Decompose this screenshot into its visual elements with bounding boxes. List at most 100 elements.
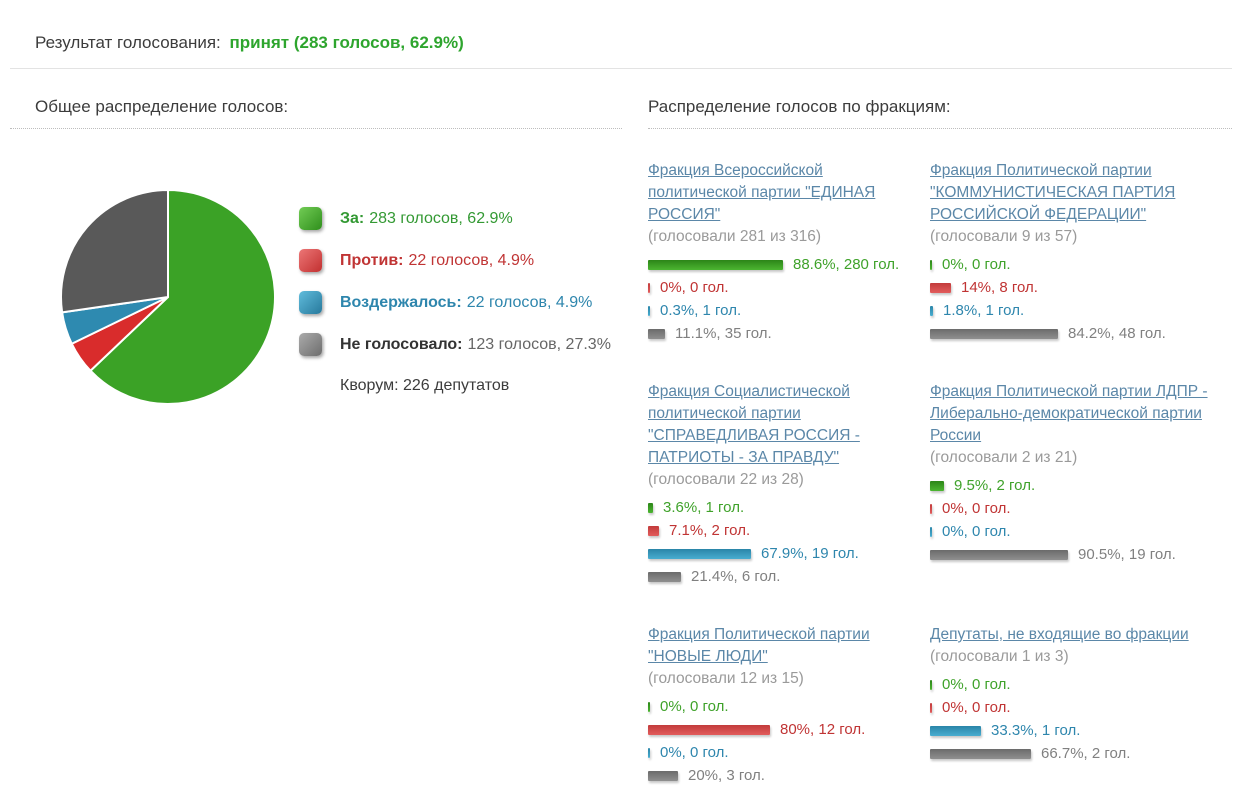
vote-bar-label: 20%, 3 гол.: [688, 767, 765, 784]
result-header: Результат голосования: принят (283 голос…: [0, 0, 1242, 53]
vote-bar-label: 84.2%, 48 гол.: [1068, 325, 1166, 342]
legend-item-against: Против: 22 голосов, 4.9%: [299, 249, 611, 272]
legend-item-did-not-vote: Не голосовало: 123 голосов, 27.3%: [299, 333, 611, 356]
vote-bar-row-did-not-vote: 66.7%, 2 гол.: [930, 742, 1232, 765]
header-divider: [10, 68, 1232, 69]
vote-bar: [930, 549, 1068, 560]
vote-bar-row-abstained: 0.3%, 1 гол.: [648, 299, 918, 322]
faction-block: Фракция Всероссийской политической парти…: [648, 160, 918, 345]
legend-label: Воздержалось:: [340, 293, 462, 311]
vote-bar: [930, 503, 932, 514]
faction-turnout: (голосовали 2 из 21): [930, 449, 1078, 466]
faction-bars: 88.6%, 280 гол. 0%, 0 гол. 0.3%, 1 гол. …: [648, 253, 918, 345]
vote-bar-label: 0%, 0 гол.: [660, 744, 729, 761]
vote-bar: [648, 701, 650, 712]
faction-turnout: (голосовали 281 из 316): [648, 228, 822, 245]
vote-bar-row-for: 0%, 0 гол.: [648, 695, 918, 718]
faction-block: Фракция Политической партии "НОВЫЕ ЛЮДИ"…: [648, 624, 918, 787]
faction-bars: 3.6%, 1 гол. 7.1%, 2 гол. 67.9%, 19 гол.…: [648, 496, 918, 588]
vote-bar-label: 88.6%, 280 гол.: [793, 256, 900, 273]
vote-bar-label: 0%, 0 гол.: [660, 279, 729, 296]
factions-section: Распределение голосов по фракциям: Фракц…: [648, 69, 1232, 787]
vote-bar-label: 0%, 0 гол.: [942, 523, 1011, 540]
vote-bar-row-against: 0%, 0 гол.: [930, 696, 1232, 719]
vote-bar: [930, 725, 981, 736]
legend-label: За:: [340, 209, 365, 227]
vote-bar: [648, 548, 751, 559]
faction-bars: 9.5%, 2 гол. 0%, 0 гол. 0%, 0 гол. 90.5%…: [930, 474, 1232, 566]
legend-label: Против:: [340, 251, 404, 269]
legend-swatch-icon: [299, 249, 322, 272]
faction-link[interactable]: Фракция Всероссийской политической парти…: [648, 162, 876, 223]
vote-bar-label: 0.3%, 1 гол.: [660, 302, 742, 319]
vote-bar-label: 21.4%, 6 гол.: [691, 568, 781, 585]
vote-bar-label: 9.5%, 2 гол.: [954, 477, 1036, 494]
legend-item-abstained: Воздержалось: 22 голосов, 4.9%: [299, 291, 611, 314]
result-value: принят (283 голосов, 62.9%): [229, 33, 464, 52]
legend-value: 123 голосов, 27.3%: [467, 335, 611, 353]
vote-bar-row-against: 7.1%, 2 гол.: [648, 519, 918, 542]
vote-bar-label: 3.6%, 1 гол.: [663, 499, 745, 516]
faction-bars: 0%, 0 гол. 0%, 0 гол. 33.3%, 1 гол. 66.7…: [930, 673, 1232, 765]
quorum-note: Кворум: 226 депутатов: [340, 377, 510, 394]
vote-bar: [648, 770, 678, 781]
faction-turnout: (голосовали 12 из 15): [648, 670, 804, 687]
vote-bar-label: 0%, 0 гол.: [942, 676, 1011, 693]
vote-bar-row-against: 0%, 0 гол.: [648, 276, 918, 299]
vote-bar-row-did-not-vote: 90.5%, 19 гол.: [930, 543, 1232, 566]
faction-link[interactable]: Фракция Политической партии "КОММУНИСТИЧ…: [930, 162, 1176, 223]
vote-bar-row-against: 80%, 12 гол.: [648, 718, 918, 741]
vote-bar-label: 11.1%, 35 гол.: [675, 325, 772, 342]
faction-block: Фракция Политической партии ЛДПР - Либер…: [930, 381, 1232, 566]
faction-bars: 0%, 0 гол. 14%, 8 гол. 1.8%, 1 гол. 84.2…: [930, 253, 1232, 345]
vote-bar-label: 0%, 0 гол.: [942, 699, 1011, 716]
vote-bar-row-for: 9.5%, 2 гол.: [930, 474, 1232, 497]
vote-bar-row-did-not-vote: 20%, 3 гол.: [648, 764, 918, 787]
overall-pie-chart: [60, 189, 276, 405]
pie-slice-for: [89, 189, 276, 405]
overall-section-title: Общее распределение голосов:: [10, 69, 622, 129]
factions-section-title: Распределение голосов по фракциям:: [648, 69, 1232, 129]
faction-link[interactable]: Фракция Социалистической политической па…: [648, 383, 860, 466]
factions-grid: Фракция Всероссийской политической парти…: [648, 160, 1232, 787]
vote-bar-row-abstained: 0%, 0 гол.: [930, 520, 1232, 543]
vote-bar-label: 33.3%, 1 гол.: [991, 722, 1081, 739]
vote-bar-label: 7.1%, 2 гол.: [669, 522, 751, 539]
vote-bar-label: 67.9%, 19 гол.: [761, 545, 859, 562]
vote-bar-row-did-not-vote: 11.1%, 35 гол.: [648, 322, 918, 345]
vote-bar-row-did-not-vote: 21.4%, 6 гол.: [648, 565, 918, 588]
vote-bar: [930, 748, 1031, 759]
legend-swatch-icon: [299, 207, 322, 230]
vote-bar-row-abstained: 67.9%, 19 гол.: [648, 542, 918, 565]
vote-bar-label: 0%, 0 гол.: [942, 500, 1011, 517]
vote-bar-row-for: 0%, 0 гол.: [930, 673, 1232, 696]
vote-bar: [648, 305, 650, 316]
vote-bar: [648, 571, 681, 582]
vote-bar: [930, 328, 1058, 339]
faction-link[interactable]: Фракция Политической партии "НОВЫЕ ЛЮДИ": [648, 626, 870, 665]
vote-bar: [648, 502, 653, 513]
vote-bar: [648, 724, 770, 735]
legend-item-for: За: 283 голосов, 62.9%: [299, 207, 611, 230]
legend-value: 22 голосов, 4.9%: [466, 293, 593, 311]
vote-bar-label: 14%, 8 гол.: [961, 279, 1038, 296]
faction-link[interactable]: Депутаты, не входящие во фракции: [930, 626, 1189, 643]
vote-bar-row-against: 0%, 0 гол.: [930, 497, 1232, 520]
faction-turnout: (голосовали 22 из 28): [648, 471, 804, 488]
vote-bar: [648, 525, 659, 536]
vote-bar-row-abstained: 33.3%, 1 гол.: [930, 719, 1232, 742]
vote-bar: [930, 282, 951, 293]
vote-bar: [930, 702, 932, 713]
vote-bar: [930, 480, 944, 491]
vote-bar-label: 1.8%, 1 гол.: [943, 302, 1025, 319]
vote-bar-row-against: 14%, 8 гол.: [930, 276, 1232, 299]
legend-swatch-icon: [299, 291, 322, 314]
faction-link[interactable]: Фракция Политической партии ЛДПР - Либер…: [930, 383, 1208, 444]
faction-block: Фракция Социалистической политической па…: [648, 381, 918, 588]
vote-bar-row-for: 88.6%, 280 гол.: [648, 253, 918, 276]
result-label: Результат голосования:: [35, 33, 221, 52]
vote-bar-label: 80%, 12 гол.: [780, 721, 866, 738]
overall-legend: За: 283 голосов, 62.9% Против: 22 голосов,…: [299, 207, 611, 395]
vote-bar-label: 0%, 0 гол.: [660, 698, 729, 715]
vote-bar-row-did-not-vote: 84.2%, 48 гол.: [930, 322, 1232, 345]
